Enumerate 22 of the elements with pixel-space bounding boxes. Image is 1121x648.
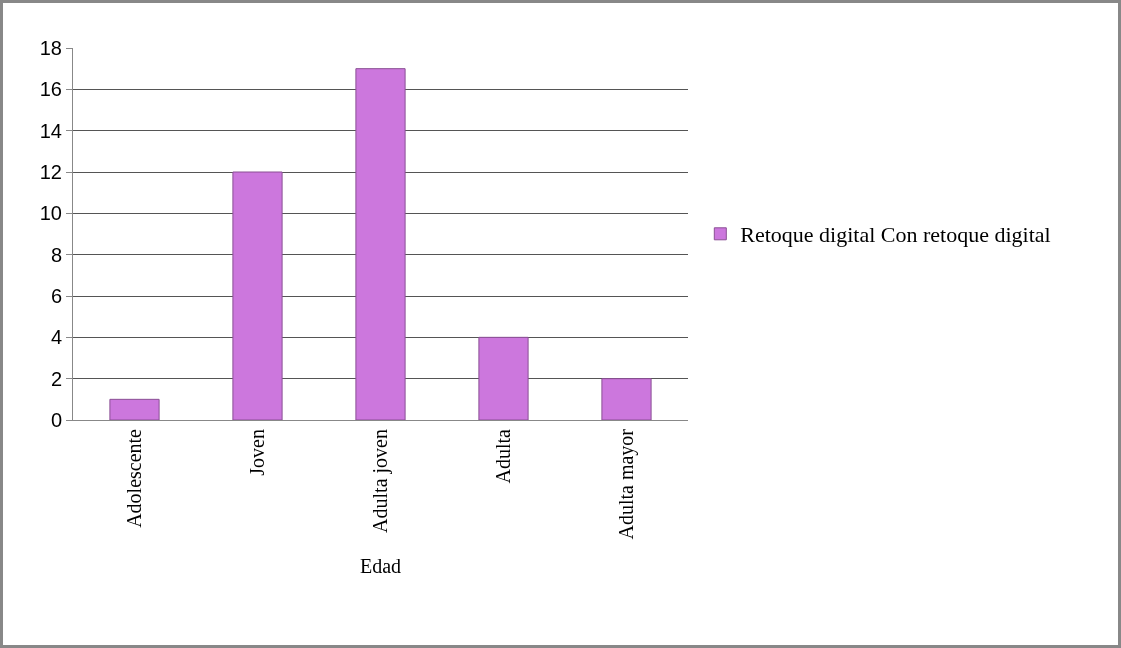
y-tick-label: 12 [39, 161, 62, 183]
y-tick-label: 4 [50, 326, 62, 349]
bar [478, 336, 529, 420]
bar [601, 378, 652, 420]
x-tick-label: Adolescente [123, 428, 145, 528]
y-tick-label: 0 [50, 409, 62, 431]
x-tick-label: Adulta [492, 428, 514, 484]
bar [232, 171, 283, 420]
bar [355, 68, 406, 420]
bar [109, 398, 160, 420]
y-tick-label: 8 [50, 243, 62, 266]
x-axis-title: Edad [359, 555, 402, 578]
y-tick-label: 16 [39, 78, 62, 101]
legend-label: Retoque digital Con retoque digital [740, 222, 1051, 248]
y-tick-label: 18 [39, 37, 62, 59]
y-tick-label: 6 [50, 285, 62, 307]
y-tick-label: 10 [39, 202, 62, 225]
y-tick-label: 2 [50, 367, 62, 390]
x-tick-label: Joven [246, 429, 268, 476]
x-tick-label: Adulta joven [369, 429, 392, 533]
x-tick-label: Adulta mayor [615, 428, 638, 540]
y-tick-label: 14 [39, 119, 62, 142]
